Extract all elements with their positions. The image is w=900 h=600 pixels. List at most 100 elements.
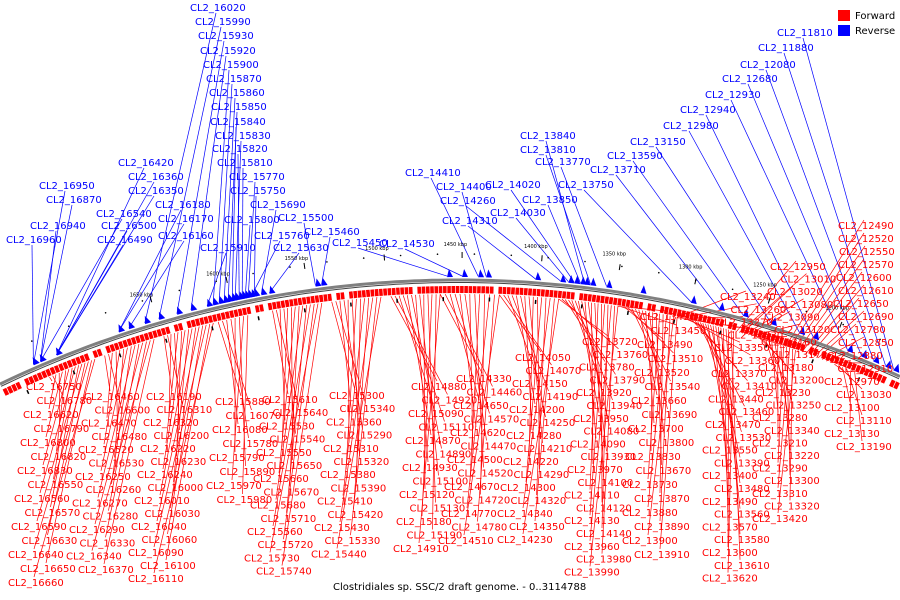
label-connector bbox=[97, 345, 136, 498]
forward-gene-mark bbox=[893, 381, 900, 390]
forward-gene-mark bbox=[361, 290, 366, 298]
forward-gene-mark bbox=[523, 288, 528, 296]
label-connector bbox=[303, 222, 316, 286]
label-connector bbox=[206, 252, 227, 307]
forward-gene-mark bbox=[156, 329, 163, 337]
forward-gene-label: CL2_15110 bbox=[419, 423, 475, 434]
forward-gene-mark bbox=[396, 287, 400, 295]
forward-gene-mark bbox=[596, 295, 601, 303]
reverse-gene-mark bbox=[254, 288, 261, 297]
reverse-gene-mark bbox=[813, 331, 819, 341]
forward-gene-mark bbox=[863, 368, 870, 377]
forward-gene-mark bbox=[872, 371, 879, 380]
forward-gene-label: CL2_16280 bbox=[83, 512, 139, 523]
forward-gene-mark bbox=[259, 304, 264, 312]
forward-gene-mark bbox=[190, 319, 197, 328]
forward-gene-label: CL2_14110 bbox=[564, 491, 620, 502]
forward-gene-label: CL2_15380 bbox=[320, 470, 376, 481]
forward-gene-label: CL2_16110 bbox=[128, 574, 184, 585]
forward-gene-mark bbox=[889, 379, 896, 388]
forward-gene-label: CL2_12610 bbox=[838, 286, 894, 297]
label-connector bbox=[419, 294, 439, 476]
forward-gene-label: CL2_15740 bbox=[256, 567, 312, 578]
label-connector bbox=[589, 303, 599, 490]
forward-gene-mark bbox=[53, 365, 61, 373]
label-connector bbox=[33, 359, 96, 578]
label-connector bbox=[223, 97, 236, 303]
forward-gene-label: CL2_15120 bbox=[399, 490, 455, 501]
label-connector bbox=[247, 181, 256, 297]
reverse-gene-label: CL2_15760 bbox=[254, 231, 310, 242]
forward-gene-mark bbox=[540, 289, 545, 297]
reverse-gene-label: CL2_12980 bbox=[663, 121, 719, 132]
forward-gene-mark bbox=[177, 322, 184, 331]
forward-gene-mark bbox=[536, 289, 541, 297]
label-connector bbox=[469, 294, 481, 482]
forward-gene-label: CL2_13870 bbox=[634, 494, 690, 505]
forward-gene-mark bbox=[139, 334, 146, 342]
label-connector bbox=[56, 244, 124, 355]
label-connector bbox=[697, 321, 735, 394]
forward-gene-mark bbox=[600, 295, 605, 304]
reverse-gene-label: CL2_14530 bbox=[379, 239, 435, 250]
forward-gene-mark bbox=[272, 301, 277, 310]
forward-gene-label: CL2_16240 bbox=[137, 470, 193, 481]
label-connector bbox=[190, 55, 227, 311]
forward-gene-label: CL2_13530 bbox=[716, 433, 772, 444]
forward-gene-label: CL2_15180 bbox=[396, 517, 452, 528]
reverse-gene-label: CL2_15830 bbox=[215, 131, 271, 142]
label-connector bbox=[45, 360, 92, 564]
forward-gene-label: CL2_15430 bbox=[314, 523, 370, 534]
label-connector bbox=[777, 349, 796, 514]
forward-gene-label: CL2_16090 bbox=[128, 548, 184, 559]
forward-gene-label: CL2_13480 bbox=[714, 484, 770, 495]
kbp-tick bbox=[839, 321, 843, 328]
forward-gene-label: CL2_14090 bbox=[570, 439, 626, 450]
ring-dot bbox=[178, 289, 181, 292]
forward-gene-mark bbox=[293, 298, 298, 306]
forward-gene-mark bbox=[357, 290, 362, 298]
reverse-gene-label: CL2_15500 bbox=[278, 213, 334, 224]
forward-gene-label: CL2_16640 bbox=[8, 550, 64, 561]
forward-gene-mark bbox=[374, 289, 379, 297]
reverse-gene-label: CL2_16180 bbox=[155, 200, 211, 211]
forward-gene-mark bbox=[353, 290, 358, 299]
reverse-gene-label: CL2_13810 bbox=[520, 145, 576, 156]
legend-reverse-swatch bbox=[838, 25, 850, 36]
forward-gene-label: CL2_16830 bbox=[17, 466, 73, 477]
forward-gene-label: CL2_14470 bbox=[461, 442, 517, 453]
forward-gene-label: CL2_12550 bbox=[839, 247, 895, 258]
forward-gene-label: CL2_16370 bbox=[78, 565, 134, 576]
label-connector bbox=[727, 329, 729, 548]
label-connector bbox=[631, 308, 661, 368]
ring-dot bbox=[31, 340, 33, 342]
forward-gene-label: CL2_13360 bbox=[725, 356, 781, 367]
label-connector bbox=[244, 224, 251, 298]
forward-gene-label: CL2_12570 bbox=[838, 260, 894, 271]
reverse-gene-label: CL2_16950 bbox=[39, 181, 95, 192]
forward-gene-mark bbox=[553, 290, 558, 298]
label-connector bbox=[474, 294, 484, 468]
label-connector bbox=[587, 302, 607, 452]
forward-gene-label: CL2_16340 bbox=[66, 552, 122, 563]
forward-gene-label: CL2_13330 bbox=[728, 330, 784, 341]
reverse-gene-label: CL2_16500 bbox=[101, 221, 157, 232]
label-connector bbox=[103, 339, 155, 564]
forward-gene-label: CL2_16230 bbox=[151, 457, 207, 468]
reverse-gene-label: CL2_12930 bbox=[705, 90, 761, 101]
forward-gene-label: CL2_13020 bbox=[767, 287, 823, 298]
label-connector bbox=[40, 204, 73, 362]
forward-gene-mark bbox=[744, 326, 751, 334]
forward-gene-label: CL2_13260 bbox=[731, 305, 787, 316]
label-connector bbox=[356, 298, 361, 483]
label-connector bbox=[444, 293, 493, 387]
reverse-gene-mark bbox=[261, 287, 268, 296]
forward-gene-label: CL2_13550 bbox=[702, 446, 758, 457]
forward-gene-label: CL2_13460 bbox=[719, 407, 775, 418]
forward-gene-label: CL2_13130 bbox=[824, 429, 880, 440]
forward-gene-mark bbox=[186, 320, 192, 329]
ring-dot bbox=[436, 253, 439, 255]
label-connector bbox=[105, 341, 147, 538]
forward-gene-mark bbox=[638, 301, 644, 310]
forward-gene-label: CL2_15980 bbox=[217, 495, 273, 506]
